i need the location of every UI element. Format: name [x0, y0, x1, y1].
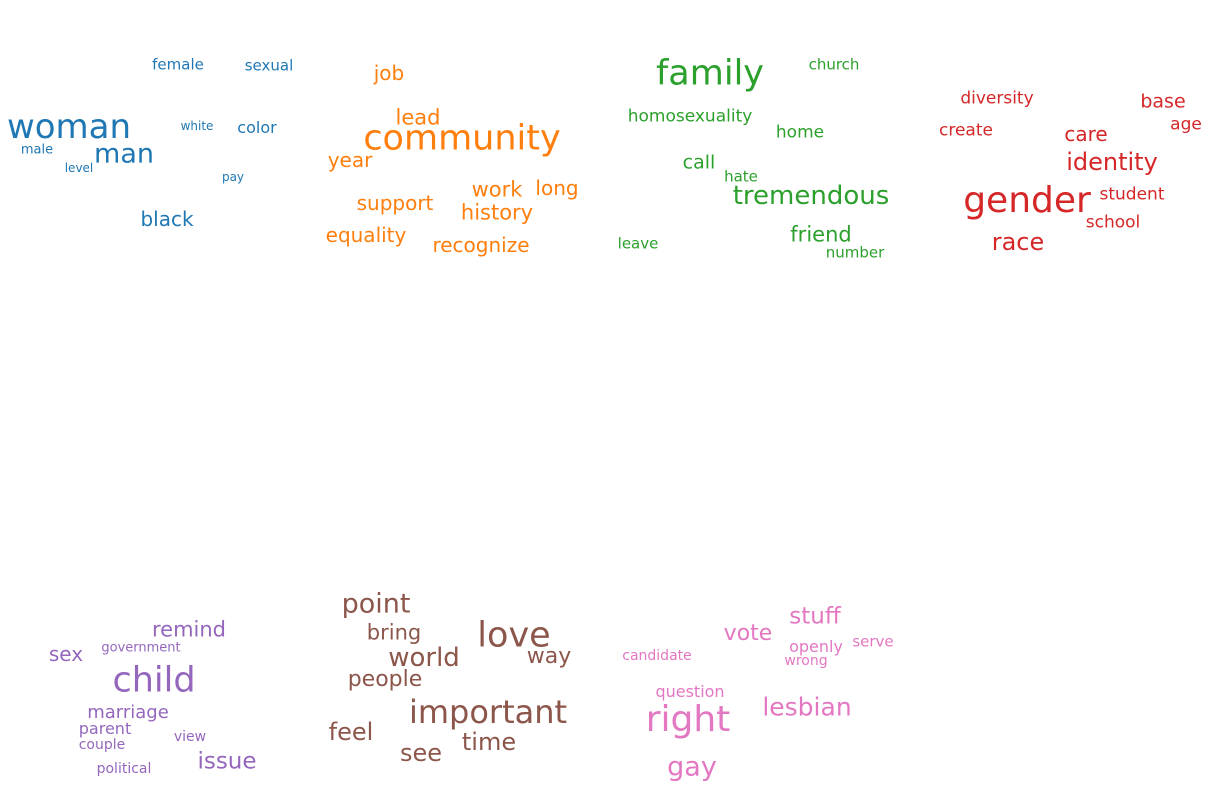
cloud-word-people: people: [347, 667, 423, 692]
cloud-word-child: child: [112, 660, 196, 701]
cloud-word-level: level: [64, 161, 94, 175]
cloud-word-leave: leave: [617, 234, 659, 253]
cloud-word-view: view: [173, 729, 207, 745]
cloud-word-recognize: recognize: [432, 233, 530, 257]
cloud-word-see: see: [399, 739, 443, 767]
cloud-word-diversity: diversity: [960, 88, 1034, 109]
cloud-word-candidate: candidate: [622, 648, 692, 664]
cloud-word-base: base: [1140, 90, 1186, 113]
cloud-word-white: white: [180, 119, 214, 133]
cloud-word-homosexuality: homosexuality: [627, 106, 753, 127]
cloud-word-lesbian: lesbian: [762, 692, 852, 722]
cloud-word-race: race: [991, 228, 1045, 256]
cloud-word-identity: identity: [1066, 148, 1158, 176]
cloud-word-government: government: [101, 640, 181, 656]
cloud-word-world: world: [388, 643, 460, 673]
cloud-word-woman: woman: [6, 107, 132, 147]
cloud-word-point: point: [341, 588, 411, 620]
cloud-word-time: time: [461, 728, 517, 756]
cloud-word-sexual: sexual: [244, 56, 294, 75]
cloud-word-political: political: [96, 761, 152, 777]
cloud-word-parent: parent: [78, 719, 132, 738]
cloud-word-question: question: [655, 682, 725, 701]
cloud-word-friend: friend: [790, 222, 852, 247]
cloud-word-vote: vote: [723, 621, 773, 646]
cloud-word-work: work: [471, 177, 523, 202]
cloud-word-right: right: [645, 699, 731, 740]
cloud-word-job: job: [373, 61, 405, 85]
cloud-word-black: black: [140, 207, 194, 231]
cloud-word-sex: sex: [48, 642, 84, 666]
cloud-word-serve: serve: [852, 632, 894, 651]
cloud-word-school: school: [1085, 212, 1141, 233]
cloud-word-year: year: [327, 148, 373, 172]
cloud-word-hate: hate: [724, 167, 758, 186]
cloud-word-way: way: [526, 644, 572, 669]
cloud-word-female: female: [152, 55, 204, 74]
cloud-word-marriage: marriage: [87, 702, 169, 723]
cloud-word-call: call: [682, 151, 716, 174]
cloud-word-man: man: [94, 138, 154, 170]
cloud-word-important: important: [408, 693, 568, 731]
cloud-word-support: support: [356, 191, 434, 215]
cloud-word-issue: issue: [197, 748, 257, 775]
cloud-word-gay: gay: [667, 751, 717, 783]
cloud-word-couple: couple: [78, 737, 126, 753]
cloud-word-history: history: [460, 200, 534, 225]
cloud-word-number: number: [825, 243, 885, 262]
cloud-word-church: church: [808, 55, 860, 74]
cloud-word-age: age: [1170, 114, 1202, 135]
cloud-word-bring: bring: [366, 620, 422, 645]
cloud-word-long: long: [535, 176, 579, 200]
cloud-word-create: create: [939, 120, 993, 141]
cloud-word-equality: equality: [325, 223, 407, 247]
cloud-word-home: home: [775, 122, 825, 143]
cloud-word-wrong: wrong: [784, 653, 828, 669]
cloud-word-openly: openly: [789, 637, 843, 656]
cloud-word-male: male: [20, 142, 54, 158]
cloud-word-love: love: [477, 615, 551, 656]
cloud-word-color: color: [237, 118, 277, 137]
cloud-word-feel: feel: [328, 718, 374, 746]
cloud-word-gender: gender: [963, 180, 1091, 221]
cloud-word-pay: pay: [221, 170, 245, 184]
cloud-word-community: community: [363, 118, 561, 159]
cloud-word-remind: remind: [151, 617, 227, 642]
cloud-word-lead: lead: [395, 105, 441, 130]
cloud-word-care: care: [1064, 122, 1108, 146]
cloud-word-family: family: [655, 53, 765, 94]
cloud-word-student: student: [1099, 184, 1165, 205]
cloud-word-stuff: stuff: [789, 603, 841, 630]
cloud-word-tremendous: tremendous: [732, 181, 890, 211]
